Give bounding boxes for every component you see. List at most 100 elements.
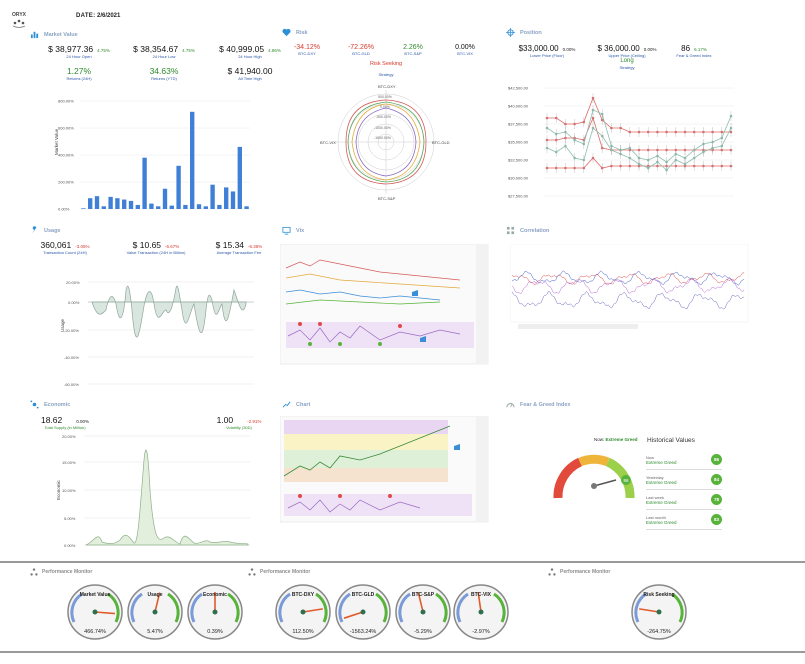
history-badge: 78	[711, 494, 722, 505]
thumbs-up-icon[interactable]	[412, 290, 418, 296]
performance-monitor-title-1: Performance Monitor	[30, 568, 92, 576]
gauge-arc-high	[315, 592, 328, 623]
performance-gauge: BTC-VIX -2.97%	[452, 582, 510, 644]
stat-value: 1.27%	[66, 66, 92, 76]
section-divider-bottom	[0, 651, 805, 653]
bar	[115, 198, 120, 209]
stat-label: All Time High	[238, 76, 262, 81]
market-value-title-text: Market Value	[44, 31, 78, 38]
gauge-value: -1563.24%	[350, 629, 377, 635]
usage-stat-count: 360,061 -3.05% Transaction Count (24H)	[30, 240, 100, 255]
fear-greed-title-text: Fear & Greed Index	[520, 401, 571, 408]
history-value: Extreme Greed	[646, 459, 677, 465]
gauge-value: 5.47%	[147, 629, 163, 635]
gauge-arc-high	[375, 592, 388, 623]
thumbs-up-icon[interactable]	[454, 444, 460, 450]
stat-pct: -2.91%	[247, 419, 262, 424]
sell-marker	[338, 494, 342, 498]
stat-pct: 4.75%	[182, 48, 195, 53]
now-label: Now:	[594, 437, 605, 442]
y-axis-label: Market Value	[54, 128, 59, 155]
thumbs-up-icon[interactable]	[420, 336, 426, 342]
stat-label: Returns (24H)	[66, 76, 92, 81]
band-top	[284, 420, 448, 434]
position-price-chart: $42,500.00 $40,000.00 $37,500.00 $35,000.00…	[508, 86, 734, 199]
performance-gauge: Usage 5.47%	[126, 582, 184, 644]
stat-value: $ 10.65	[132, 240, 162, 250]
radar-axis-label: BTC-GLD	[432, 140, 450, 145]
y-tick: -40.00%	[64, 355, 79, 360]
market-value-title: Market Value	[30, 30, 78, 39]
y-tick: 5.00%	[64, 516, 76, 521]
gauge-hub	[360, 609, 366, 615]
price-scale	[476, 244, 488, 364]
bar	[237, 146, 242, 209]
radar-series	[345, 99, 427, 185]
stat-label: Average Transaction Fee	[216, 250, 262, 255]
price-scale	[476, 416, 488, 522]
gauge-hub	[420, 609, 426, 615]
history-row-yesterday: Yesterday Extreme Greed 84	[646, 470, 722, 490]
stat-pct: 0.00%	[643, 47, 657, 52]
performance-gauge: Economic 0.39%	[186, 582, 244, 644]
stat-24h-low: $ 38,354.67 4.75% 24 Hour Low	[129, 44, 199, 59]
vix-title-text: Vix	[296, 227, 305, 234]
economic-area	[85, 449, 249, 546]
gauge-needle	[477, 592, 482, 613]
y-tick: 0.00%	[58, 207, 70, 212]
date-value: 2/6/2021	[97, 13, 121, 19]
history-title: Historical Values	[647, 437, 695, 444]
gauge-value: -2.97%	[472, 629, 490, 635]
btc-tradingview-chart	[280, 416, 489, 523]
stat-label: Lower Price (Floor)	[529, 53, 564, 58]
gauge-name: Economic	[203, 592, 227, 598]
band-green	[284, 450, 448, 468]
vix-line-red	[285, 259, 461, 281]
date-label: DATE:	[76, 13, 96, 19]
gauge-hub	[212, 609, 218, 615]
bar	[142, 157, 147, 209]
vix-line-green	[285, 299, 441, 305]
bar	[81, 208, 86, 209]
network-icon	[548, 568, 556, 576]
gauge-arc-high	[435, 592, 448, 623]
gauge-arc-low	[338, 592, 351, 623]
risk-stat-sp: 2.26% BTC-S&P	[388, 44, 438, 56]
buy-marker	[308, 342, 312, 346]
gauge-name: Market Value	[80, 592, 111, 598]
bar	[156, 206, 161, 209]
gauge-dial: Economic 0.39%	[187, 584, 243, 640]
chart-frame	[510, 244, 749, 323]
bar	[122, 199, 127, 209]
stat-value: 1.00	[216, 415, 234, 425]
y-tick: 10.00%	[62, 488, 76, 493]
history-label: Now	[646, 454, 655, 460]
risk-stat-dxy: -34.12% BTC-DXY	[282, 44, 332, 56]
risk-title-text: Risk	[296, 29, 308, 36]
gauge-value: 0.39%	[207, 629, 223, 635]
bar	[108, 196, 113, 209]
position-stats: $33,000.00 0.00% Lower Price (Floor) $ 36…	[506, 44, 726, 80]
gauge-needle	[302, 608, 323, 613]
bar	[128, 200, 134, 209]
section-divider	[0, 561, 805, 563]
performance-title-text: Performance Monitor	[42, 569, 93, 575]
rsi-line	[287, 325, 461, 343]
gauge-needle	[639, 608, 660, 613]
y-tick: 20.00%	[66, 280, 80, 285]
gauge-value: -264.75%	[647, 629, 671, 635]
performance-gauge: BTC-GLD -1563.24%	[334, 582, 392, 644]
vix-tradingview-chart	[280, 244, 489, 365]
stat-label: Fear & Greed Index	[676, 53, 712, 58]
gauge-value: 112.50%	[292, 629, 313, 635]
bar	[176, 165, 181, 209]
economic-stat-supply: 18.62 0.00% Total Supply (in Million)	[30, 415, 100, 430]
sell-marker	[388, 494, 392, 498]
range-slider[interactable]	[518, 324, 638, 329]
y-tick: 0.00%	[64, 543, 76, 548]
stat-value: $ 40,999.05	[219, 44, 265, 54]
gauge-arc-low	[130, 592, 143, 623]
radar-ring-label: 500.00%	[378, 95, 392, 99]
gauge-name: BTC-S&P	[412, 592, 435, 598]
buy-marker	[338, 342, 342, 346]
